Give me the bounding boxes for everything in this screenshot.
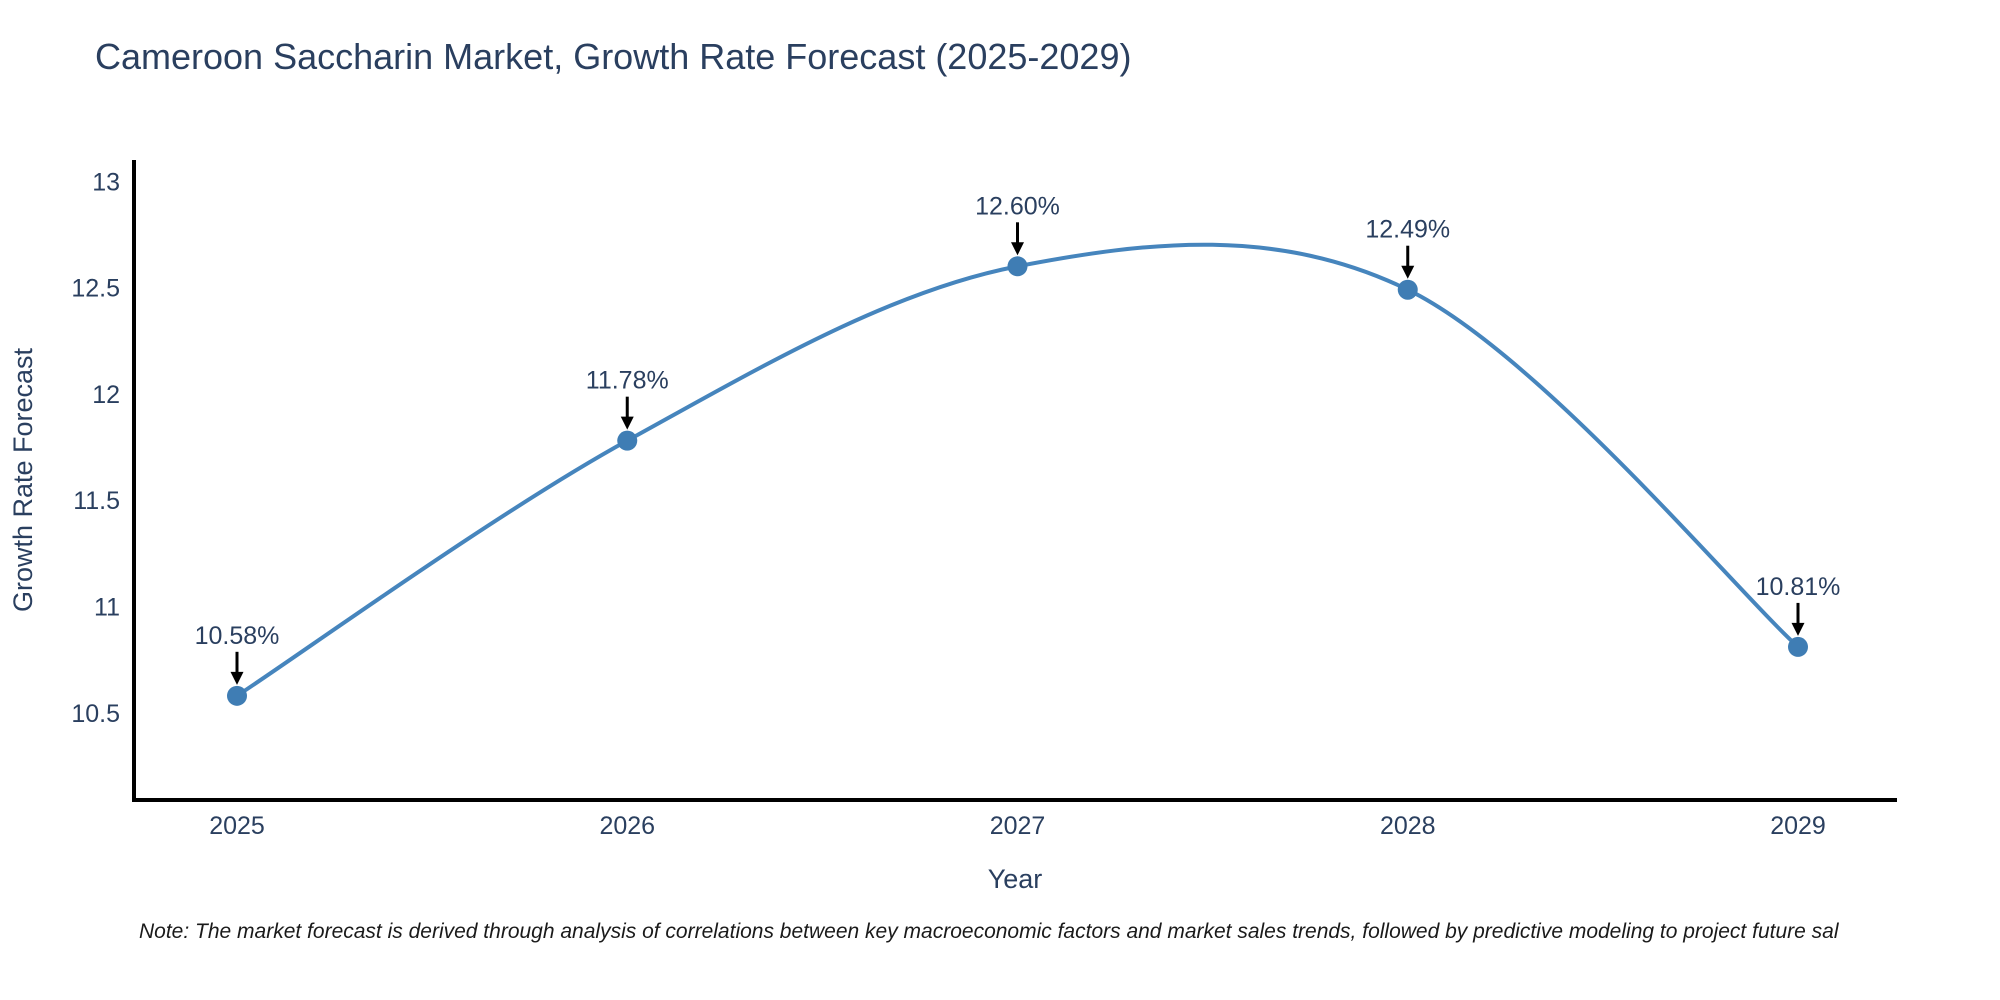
- data-point-marker: [1788, 636, 1808, 657]
- point-value-label: 12.49%: [1365, 216, 1450, 244]
- y-tick-label: 12.5: [71, 275, 120, 303]
- y-tick-label: 10.5: [71, 700, 120, 728]
- data-point-marker: [1397, 279, 1418, 300]
- y-tick-label: 13: [92, 168, 120, 196]
- y-axis-title: Growth Rate Forecast: [8, 347, 38, 612]
- point-value-label: 10.58%: [195, 622, 280, 650]
- annotation-arrow-head-icon: [1791, 622, 1805, 636]
- series-spline: [227, 242, 1808, 706]
- point-value-label: 10.81%: [1756, 573, 1841, 601]
- data-point-marker: [617, 430, 638, 451]
- x-tick-label: 2029: [1770, 812, 1826, 840]
- footnote: Note: The market forecast is derived thr…: [139, 920, 1840, 943]
- data-point-marker: [1007, 256, 1028, 277]
- data-point-marker: [227, 685, 247, 706]
- tick-labels: 10.5 11 11.5 12 12.5 13 2025 2026 2027 2028 2029: [71, 168, 1825, 840]
- y-tick-label: 11: [94, 594, 120, 622]
- x-axis-title: Year: [988, 864, 1043, 894]
- x-tick-label: 2028: [1380, 812, 1436, 840]
- point-value-label: 12.60%: [975, 192, 1060, 220]
- x-tick-label: 2026: [599, 812, 655, 840]
- forecast-line: [235, 242, 1800, 698]
- y-tick-label: 11.5: [73, 487, 120, 515]
- chart-title: Cameroon Saccharin Market, Growth Rate F…: [95, 36, 1131, 77]
- point-value-label: 11.78%: [586, 367, 669, 395]
- annotation-arrow-head-icon: [1011, 242, 1024, 256]
- point-annotations: 10.58% 11.78% 12.60% 12.49% 10.81%: [195, 192, 1841, 685]
- annotation-arrow-head-icon: [230, 671, 244, 685]
- annotation-arrow-head-icon: [620, 416, 634, 430]
- x-tick-label: 2025: [209, 812, 265, 840]
- annotation-arrow-head-icon: [1401, 265, 1415, 279]
- x-tick-label: 2027: [990, 812, 1046, 840]
- y-tick-label: 12: [92, 381, 120, 409]
